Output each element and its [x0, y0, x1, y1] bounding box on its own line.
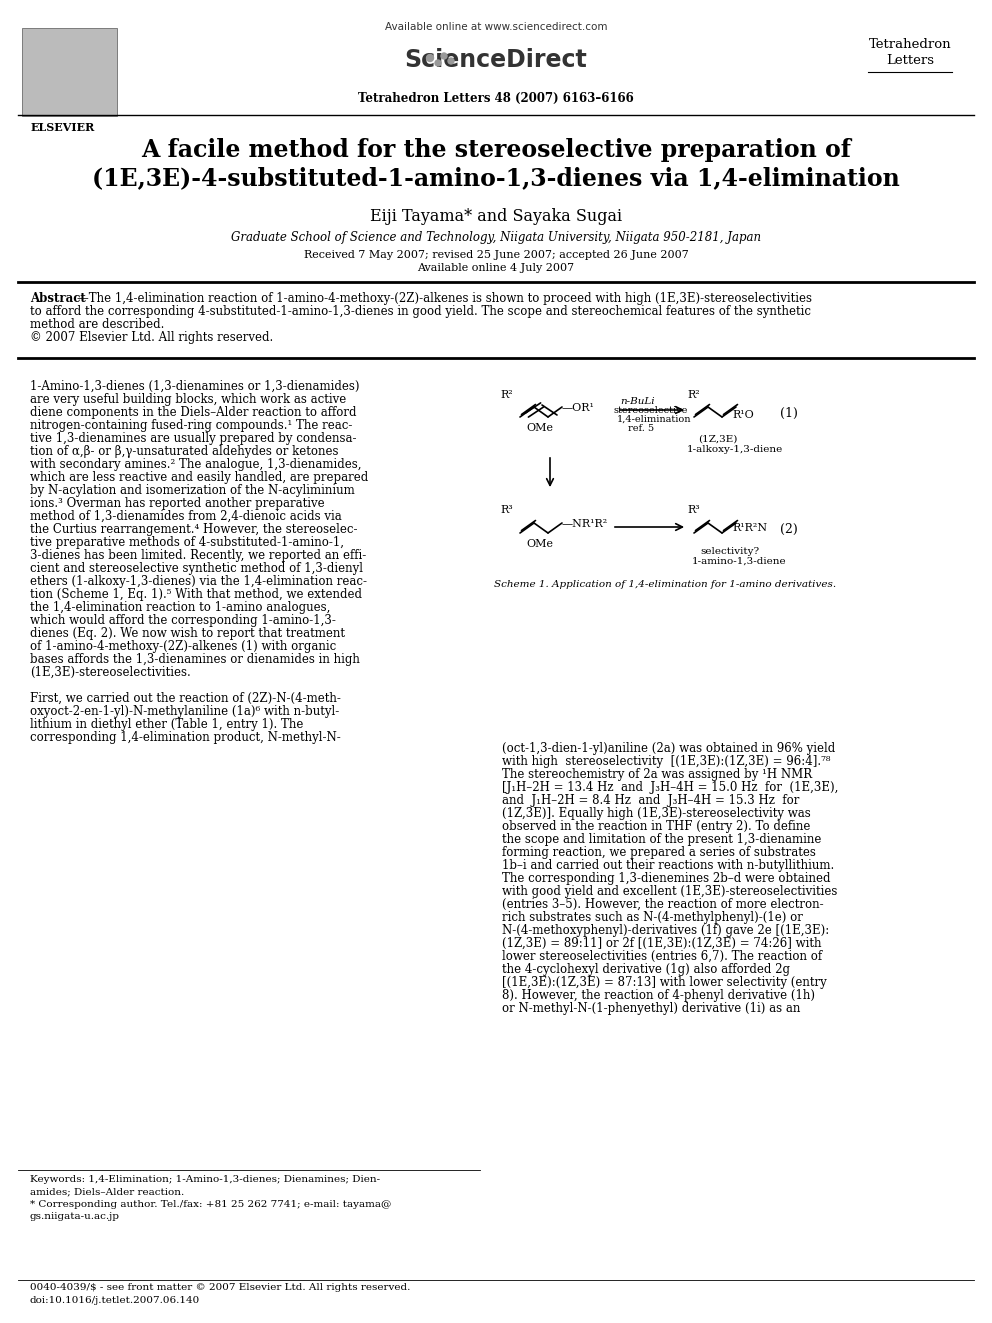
Text: 1,4-elimination: 1,4-elimination [617, 415, 691, 423]
Text: (1): (1) [780, 407, 798, 419]
Text: by N-acylation and isomerization of the N-acyliminium: by N-acylation and isomerization of the … [30, 484, 355, 497]
Text: doi:10.1016/j.tetlet.2007.06.140: doi:10.1016/j.tetlet.2007.06.140 [30, 1297, 200, 1304]
Text: (oct-1,3-dien-1-yl)aniline (2a) was obtained in 96% yield: (oct-1,3-dien-1-yl)aniline (2a) was obta… [502, 742, 835, 755]
Text: with good yield and excellent (1E,3E)-stereoselectivities: with good yield and excellent (1E,3E)-st… [502, 885, 837, 898]
Text: Available online at www.sciencedirect.com: Available online at www.sciencedirect.co… [385, 22, 607, 32]
Text: tive preparative methods of 4-substituted-1-amino-1,: tive preparative methods of 4-substitute… [30, 536, 344, 549]
Text: First, we carried out the reaction of (2Z)-N-(4-meth-: First, we carried out the reaction of (2… [30, 692, 341, 705]
Text: R²: R² [687, 390, 699, 400]
Text: OMe: OMe [526, 423, 553, 433]
Text: (entries 3–5). However, the reaction of more electron-: (entries 3–5). However, the reaction of … [502, 898, 823, 912]
Text: Letters: Letters [886, 54, 934, 67]
Text: the scope and limitation of the present 1,3-dienamine: the scope and limitation of the present … [502, 833, 821, 845]
Text: ref. 5: ref. 5 [628, 423, 654, 433]
Text: observed in the reaction in THF (entry 2). To define: observed in the reaction in THF (entry 2… [502, 820, 810, 833]
Text: the Curtius rearrangement.⁴ However, the stereoselec-: the Curtius rearrangement.⁴ However, the… [30, 523, 357, 536]
Text: [J₁H–2H = 13.4 Hz  and  J₃H–4H = 15.0 Hz  for  (1E,3E),: [J₁H–2H = 13.4 Hz and J₃H–4H = 15.0 Hz f… [502, 781, 838, 794]
Text: 1-alkoxy-1,3-diene: 1-alkoxy-1,3-diene [687, 445, 784, 454]
Text: n-BuLi: n-BuLi [620, 397, 655, 406]
Text: oxyoct-2-en-1-yl)-N-methylaniline (1a)⁶ with n-butyl-: oxyoct-2-en-1-yl)-N-methylaniline (1a)⁶ … [30, 705, 339, 718]
Text: Keywords: 1,4-Elimination; 1-Amino-1,3-dienes; Dienamines; Dien-: Keywords: 1,4-Elimination; 1-Amino-1,3-d… [30, 1175, 380, 1184]
Text: (1Z,3E) = 89:11] or 2f [(1E,3E):(1Z,3E) = 74:26] with: (1Z,3E) = 89:11] or 2f [(1E,3E):(1Z,3E) … [502, 937, 821, 950]
Text: Graduate School of Science and Technology, Niigata University, Niigata 950-2181,: Graduate School of Science and Technolog… [231, 232, 761, 243]
Text: A facile method for the stereoselective preparation of: A facile method for the stereoselective … [141, 138, 851, 161]
Text: (2): (2) [780, 523, 798, 536]
Text: are very useful building blocks, which work as active: are very useful building blocks, which w… [30, 393, 346, 406]
Circle shape [435, 60, 441, 66]
Text: tion (Scheme 1, Eq. 1).⁵ With that method, we extended: tion (Scheme 1, Eq. 1).⁵ With that metho… [30, 587, 362, 601]
Text: ethers (1-alkoxy-1,3-dienes) via the 1,4-elimination reac-: ethers (1-alkoxy-1,3-dienes) via the 1,4… [30, 576, 367, 587]
Text: bases affords the 1,3-dienamines or dienamides in high: bases affords the 1,3-dienamines or dien… [30, 654, 360, 665]
Text: (1E,3E)-4-substituted-1-amino-1,3-dienes via 1,4-elimination: (1E,3E)-4-substituted-1-amino-1,3-dienes… [92, 165, 900, 191]
Text: 0040-4039/$ - see front matter © 2007 Elsevier Ltd. All rights reserved.: 0040-4039/$ - see front matter © 2007 El… [30, 1283, 411, 1293]
Text: stereoselective: stereoselective [614, 406, 688, 415]
Text: Abstract: Abstract [30, 292, 85, 306]
Text: with high  stereoselectivity  [(1E,3E):(1Z,3E) = 96:4].⁷⁸: with high stereoselectivity [(1E,3E):(1Z… [502, 755, 830, 767]
Text: (1Z,3E)]. Equally high (1E,3E)-stereoselectivity was: (1Z,3E)]. Equally high (1E,3E)-stereosel… [502, 807, 810, 820]
Text: Eiji Tayama* and Sayaka Sugai: Eiji Tayama* and Sayaka Sugai [370, 208, 622, 225]
Text: selectivity?: selectivity? [700, 546, 759, 556]
Text: R²: R² [500, 390, 513, 400]
Text: ions.³ Overman has reported another preparative: ions.³ Overman has reported another prep… [30, 497, 324, 509]
Text: [(1E,3E):(1Z,3E) = 87:13] with lower selectivity (entry: [(1E,3E):(1Z,3E) = 87:13] with lower sel… [502, 976, 826, 990]
Text: the 4-cyclohexyl derivative (1g) also afforded 2g: the 4-cyclohexyl derivative (1g) also af… [502, 963, 790, 976]
Text: 1-Amino-1,3-dienes (1,3-dienamines or 1,3-dienamides): 1-Amino-1,3-dienes (1,3-dienamines or 1,… [30, 380, 359, 393]
Text: * Corresponding author. Tel./fax: +81 25 262 7741; e-mail: tayama@: * Corresponding author. Tel./fax: +81 25… [30, 1200, 392, 1209]
Text: forming reaction, we prepared a series of substrates: forming reaction, we prepared a series o… [502, 845, 815, 859]
Text: which are less reactive and easily handled, are prepared: which are less reactive and easily handl… [30, 471, 368, 484]
Text: nitrogen-containing fused-ring compounds.¹ The reac-: nitrogen-containing fused-ring compounds… [30, 419, 352, 433]
Text: Available online 4 July 2007: Available online 4 July 2007 [418, 263, 574, 273]
Circle shape [441, 53, 447, 60]
Text: diene components in the Diels–Alder reaction to afford: diene components in the Diels–Alder reac… [30, 406, 356, 419]
Text: R¹O: R¹O [732, 410, 754, 419]
Text: Received 7 May 2007; revised 25 June 2007; accepted 26 June 2007: Received 7 May 2007; revised 25 June 200… [304, 250, 688, 261]
Text: which would afford the corresponding 1-amino-1,3-: which would afford the corresponding 1-a… [30, 614, 336, 627]
Text: with secondary amines.² The analogue, 1,3-dienamides,: with secondary amines.² The analogue, 1,… [30, 458, 361, 471]
Text: —OR¹: —OR¹ [562, 404, 595, 413]
Text: N-(4-methoxyphenyl)-derivatives (1f) gave 2e [(1E,3E):: N-(4-methoxyphenyl)-derivatives (1f) gav… [502, 923, 829, 937]
Text: —The 1,4-elimination reaction of 1-amino-4-methoxy-(2Z)-alkenes is shown to proc: —The 1,4-elimination reaction of 1-amino… [77, 292, 812, 306]
Text: dienes (Eq. 2). We now wish to report that treatment: dienes (Eq. 2). We now wish to report th… [30, 627, 345, 640]
Circle shape [427, 54, 434, 61]
Text: cient and stereoselective synthetic method of 1,3-dienyl: cient and stereoselective synthetic meth… [30, 562, 363, 576]
Text: R³: R³ [687, 505, 699, 515]
Text: OMe: OMe [526, 538, 553, 549]
Text: The stereochemistry of 2a was assigned by ¹H NMR: The stereochemistry of 2a was assigned b… [502, 767, 812, 781]
Text: and  J₁H–2H = 8.4 Hz  and  J₃H–4H = 15.3 Hz  for: and J₁H–2H = 8.4 Hz and J₃H–4H = 15.3 Hz… [502, 794, 800, 807]
Text: to afford the corresponding 4-substituted-1-amino-1,3-dienes in good yield. The : to afford the corresponding 4-substitute… [30, 306, 811, 318]
Text: 3-dienes has been limited. Recently, we reported an effi-: 3-dienes has been limited. Recently, we … [30, 549, 366, 562]
Text: method of 1,3-dienamides from 2,4-dienoic acids via: method of 1,3-dienamides from 2,4-dienoi… [30, 509, 342, 523]
Text: rich substrates such as N-(4-methylphenyl)-(1e) or: rich substrates such as N-(4-methylpheny… [502, 912, 803, 923]
Text: method are described.: method are described. [30, 318, 165, 331]
Text: R³: R³ [500, 505, 513, 515]
Text: 8). However, the reaction of 4-phenyl derivative (1h): 8). However, the reaction of 4-phenyl de… [502, 990, 815, 1002]
Text: 1b–i and carried out their reactions with n-butyllithium.: 1b–i and carried out their reactions wit… [502, 859, 834, 872]
Text: amides; Diels–Alder reaction.: amides; Diels–Alder reaction. [30, 1187, 185, 1196]
Text: tive 1,3-dienamines are usually prepared by condensa-: tive 1,3-dienamines are usually prepared… [30, 433, 356, 445]
Text: of 1-amino-4-methoxy-(2Z)-alkenes (1) with organic: of 1-amino-4-methoxy-(2Z)-alkenes (1) wi… [30, 640, 336, 654]
Text: tion of α,β- or β,γ-unsaturated aldehydes or ketones: tion of α,β- or β,γ-unsaturated aldehyde… [30, 445, 338, 458]
Text: 1-amino-1,3-diene: 1-amino-1,3-diene [692, 557, 787, 566]
Circle shape [448, 58, 454, 64]
Text: corresponding 1,4-elimination product, N-methyl-N-: corresponding 1,4-elimination product, N… [30, 732, 340, 744]
Text: Tetrahedron: Tetrahedron [869, 38, 951, 52]
Text: lithium in diethyl ether (Table 1, entry 1). The: lithium in diethyl ether (Table 1, entry… [30, 718, 304, 732]
Text: R¹R²N: R¹R²N [732, 523, 767, 533]
Text: Scheme 1. Application of 1,4-elimination for 1-amino derivatives.: Scheme 1. Application of 1,4-elimination… [494, 579, 836, 589]
Text: (1Z,3E): (1Z,3E) [698, 435, 737, 445]
Text: © 2007 Elsevier Ltd. All rights reserved.: © 2007 Elsevier Ltd. All rights reserved… [30, 331, 273, 344]
Bar [22, 28, 117, 116]
Text: Tetrahedron Letters 48 (2007) 6163–6166: Tetrahedron Letters 48 (2007) 6163–6166 [358, 93, 634, 105]
Text: —NR¹R²: —NR¹R² [562, 519, 608, 529]
Text: (1E,3E)-stereoselectivities.: (1E,3E)-stereoselectivities. [30, 665, 190, 679]
Text: lower stereoselectivities (entries 6,7). The reaction of: lower stereoselectivities (entries 6,7).… [502, 950, 822, 963]
Text: gs.niigata-u.ac.jp: gs.niigata-u.ac.jp [30, 1212, 120, 1221]
Text: or N-methyl-N-(1-phenyethyl) derivative (1i) as an: or N-methyl-N-(1-phenyethyl) derivative … [502, 1002, 801, 1015]
Text: ScienceDirect: ScienceDirect [405, 48, 587, 71]
Text: the 1,4-elimination reaction to 1-amino analogues,: the 1,4-elimination reaction to 1-amino … [30, 601, 330, 614]
Text: The corresponding 1,3-dienemines 2b–d were obtained: The corresponding 1,3-dienemines 2b–d we… [502, 872, 830, 885]
Text: ELSEVIER: ELSEVIER [31, 122, 95, 134]
